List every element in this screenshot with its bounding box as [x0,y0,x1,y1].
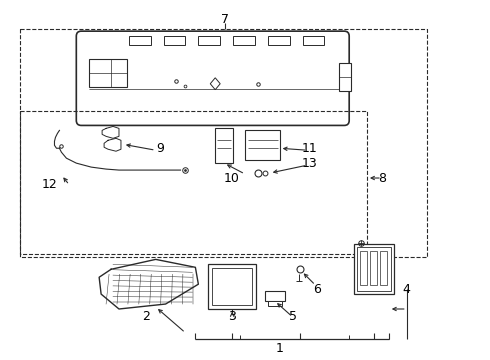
Bar [302,36,324,45]
Bar [268,301,282,306]
Bar [339,63,351,91]
Text: 5: 5 [289,310,296,323]
Text: 1: 1 [276,342,284,355]
Bar [89,59,127,87]
Bar [20,29,427,257]
Bar [268,36,290,45]
Text: 3: 3 [228,310,236,323]
Bar [354,244,394,294]
Bar [215,129,233,163]
Text: 13: 13 [302,157,318,170]
Bar [245,130,280,160]
Bar [212,268,252,305]
Text: 8: 8 [378,171,386,185]
Bar [198,36,220,45]
Bar [265,291,285,301]
Text: 4: 4 [403,283,411,296]
Bar [357,247,391,291]
Bar [164,36,185,45]
Bar [233,36,255,45]
Text: 7: 7 [221,13,229,26]
Text: 11: 11 [302,142,318,155]
Bar [20,111,367,255]
Text: 6: 6 [314,283,321,296]
Text: 10: 10 [224,171,240,185]
Text: 9: 9 [157,142,165,155]
Text: 12: 12 [42,179,57,192]
Bar [360,251,367,285]
Bar [370,251,377,285]
Bar [380,251,387,285]
Bar [208,264,256,309]
FancyBboxPatch shape [76,31,349,125]
Text: 2: 2 [142,310,150,323]
Bar [129,36,151,45]
